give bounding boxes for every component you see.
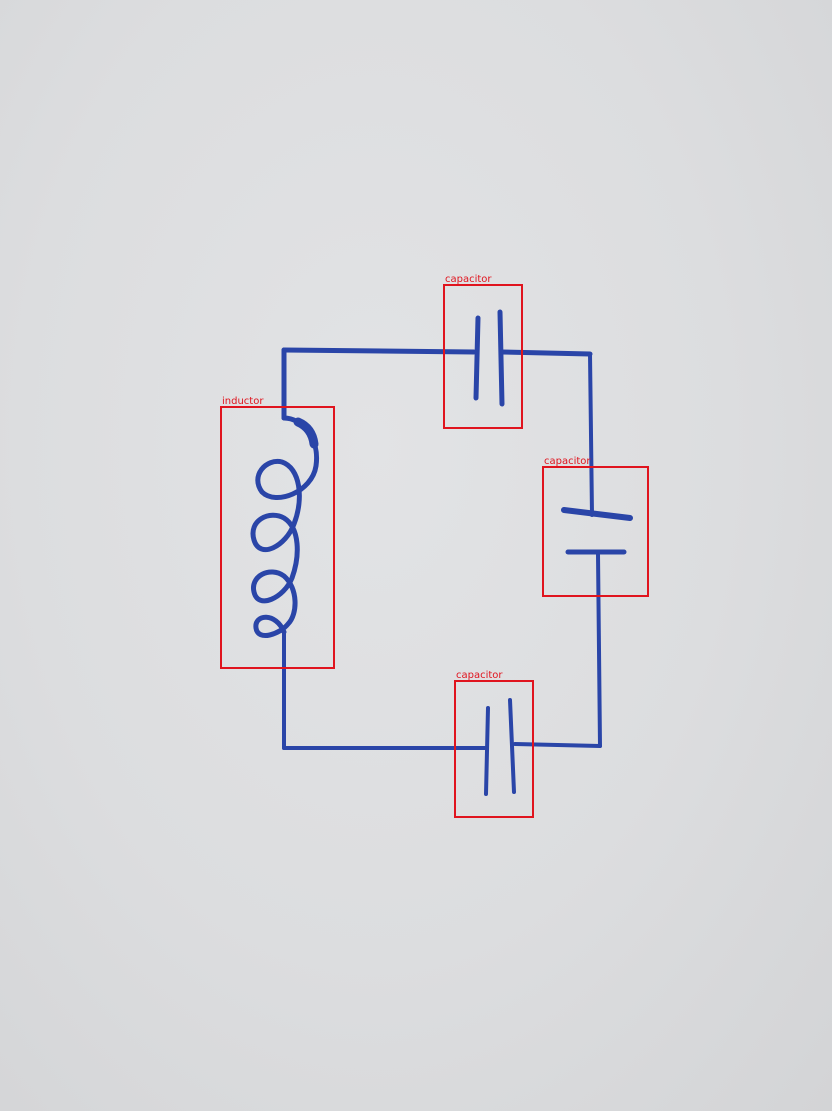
capacitor-right-label: capacitor (544, 456, 591, 467)
capacitor-top-plate-left (473, 315, 481, 401)
capacitor-top-label: capacitor (445, 274, 492, 285)
capacitor-bottom-annotation: capacitor (454, 670, 534, 818)
capacitor-right-plate-top (561, 507, 633, 521)
capacitor-bottom-plate-left (484, 706, 490, 796)
capacitor-right-annotation: capacitor (542, 456, 649, 597)
capacitor-bottom-plate-right (508, 698, 516, 794)
wire-top-left (281, 347, 477, 355)
inductor-label: inductor (222, 396, 264, 407)
inductor-annotation: inductor (220, 396, 335, 669)
inductor-coil (250, 415, 320, 639)
wire-right-lower (596, 552, 602, 748)
capacitor-top-annotation: capacitor (443, 274, 523, 429)
capacitor-bottom-label: capacitor (456, 670, 503, 681)
capacitor-top-plate-right (497, 309, 505, 407)
wire-bottom-right (513, 742, 602, 748)
inductor-ink-blot (293, 417, 319, 449)
wire-top-right (499, 349, 593, 357)
wire-right-upper (588, 352, 594, 517)
